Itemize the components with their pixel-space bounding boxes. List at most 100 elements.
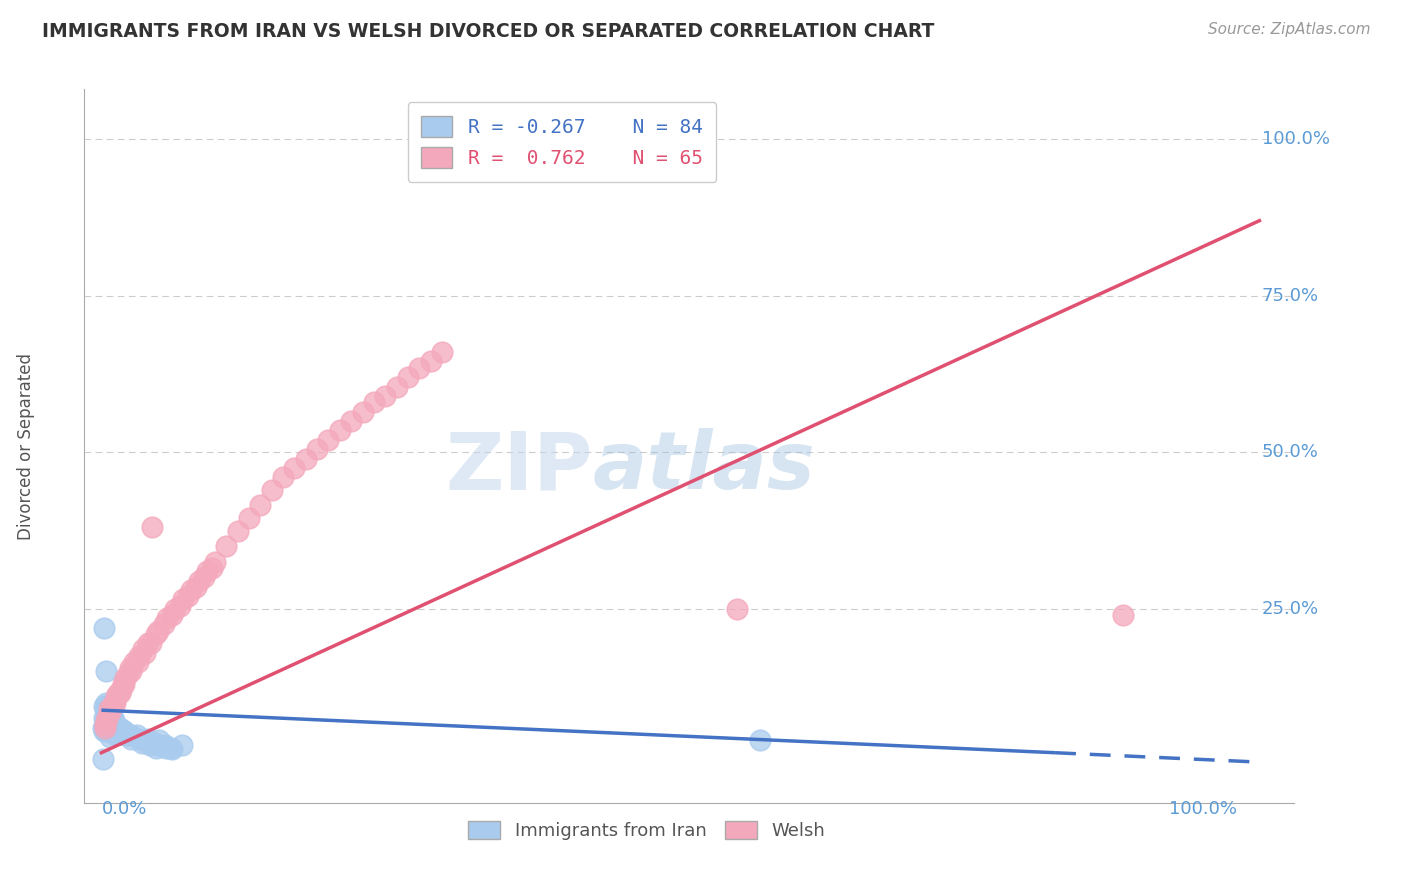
Point bbox=[374, 389, 396, 403]
Point bbox=[94, 702, 117, 716]
Point bbox=[98, 708, 121, 723]
Point bbox=[159, 740, 181, 755]
Point bbox=[128, 648, 150, 663]
Point bbox=[188, 574, 211, 588]
Text: IMMIGRANTS FROM IRAN VS WELSH DIVORCED OR SEPARATED CORRELATION CHART: IMMIGRANTS FROM IRAN VS WELSH DIVORCED O… bbox=[42, 22, 935, 41]
Point bbox=[107, 686, 129, 700]
Point bbox=[107, 727, 129, 741]
Point bbox=[260, 483, 283, 497]
Point bbox=[94, 721, 117, 735]
Point bbox=[100, 714, 122, 729]
Point bbox=[120, 731, 142, 746]
Point bbox=[294, 451, 316, 466]
Point bbox=[97, 711, 120, 725]
Point bbox=[340, 414, 363, 428]
Point bbox=[96, 708, 118, 723]
Point bbox=[238, 511, 260, 525]
Point bbox=[112, 723, 135, 738]
Point bbox=[105, 723, 128, 738]
Point bbox=[165, 601, 187, 615]
Point bbox=[160, 607, 183, 622]
Point bbox=[111, 723, 134, 738]
Point bbox=[94, 717, 117, 731]
Point bbox=[132, 642, 155, 657]
Text: ZIP: ZIP bbox=[444, 428, 592, 507]
Point bbox=[193, 570, 215, 584]
Point bbox=[430, 345, 453, 359]
Point bbox=[100, 721, 122, 735]
Point bbox=[91, 721, 114, 735]
Text: Divorced or Separated: Divorced or Separated bbox=[17, 352, 35, 540]
Point bbox=[97, 711, 120, 725]
Point bbox=[96, 705, 118, 719]
Point bbox=[100, 711, 122, 725]
Point bbox=[114, 671, 136, 685]
Point bbox=[105, 717, 128, 731]
Point bbox=[153, 738, 176, 752]
Point bbox=[117, 667, 139, 681]
Point bbox=[318, 433, 340, 447]
Point bbox=[131, 736, 153, 750]
Point bbox=[96, 711, 118, 725]
Text: 50.0%: 50.0% bbox=[1261, 443, 1319, 461]
Point bbox=[105, 721, 128, 735]
Point bbox=[108, 686, 131, 700]
Point bbox=[101, 727, 124, 741]
Point bbox=[100, 721, 122, 735]
Point bbox=[103, 714, 125, 729]
Point bbox=[148, 733, 170, 747]
Point bbox=[283, 461, 305, 475]
Point bbox=[98, 714, 121, 729]
Point bbox=[134, 734, 156, 748]
Point bbox=[94, 717, 117, 731]
Point bbox=[108, 721, 131, 735]
Point bbox=[111, 723, 134, 738]
Point bbox=[101, 711, 124, 725]
Point bbox=[96, 717, 118, 731]
Point bbox=[142, 736, 165, 750]
Point bbox=[111, 677, 134, 691]
Point bbox=[125, 728, 148, 742]
Point bbox=[146, 624, 169, 638]
Point bbox=[134, 646, 156, 660]
Point bbox=[100, 717, 122, 731]
Point bbox=[127, 655, 149, 669]
Point bbox=[408, 360, 430, 375]
Point bbox=[114, 725, 136, 739]
Text: 0.0%: 0.0% bbox=[101, 799, 146, 818]
Text: atlas: atlas bbox=[592, 428, 815, 507]
Point bbox=[93, 698, 115, 713]
Point bbox=[94, 696, 117, 710]
Point bbox=[156, 611, 179, 625]
Point bbox=[184, 580, 207, 594]
Point bbox=[155, 740, 177, 755]
Point bbox=[180, 582, 202, 597]
Point bbox=[98, 721, 121, 735]
Text: 75.0%: 75.0% bbox=[1261, 286, 1319, 305]
Point bbox=[94, 721, 117, 735]
Point bbox=[104, 717, 127, 731]
Text: 25.0%: 25.0% bbox=[1261, 599, 1319, 618]
Point bbox=[117, 728, 139, 742]
Point bbox=[117, 728, 139, 742]
Point bbox=[97, 698, 120, 713]
Point bbox=[93, 711, 115, 725]
Point bbox=[93, 723, 115, 738]
Point bbox=[112, 723, 135, 738]
Point bbox=[94, 714, 117, 729]
Point bbox=[200, 561, 222, 575]
Point bbox=[139, 738, 162, 752]
Text: Source: ZipAtlas.com: Source: ZipAtlas.com bbox=[1208, 22, 1371, 37]
Point bbox=[94, 723, 117, 738]
Point bbox=[329, 423, 352, 437]
Point bbox=[94, 714, 117, 729]
Point bbox=[363, 395, 385, 409]
Point bbox=[100, 698, 122, 713]
Point bbox=[104, 696, 127, 710]
Point bbox=[100, 705, 122, 719]
Point bbox=[271, 470, 294, 484]
Point bbox=[172, 592, 194, 607]
Point bbox=[103, 696, 125, 710]
Point bbox=[104, 721, 127, 735]
Point bbox=[153, 617, 176, 632]
